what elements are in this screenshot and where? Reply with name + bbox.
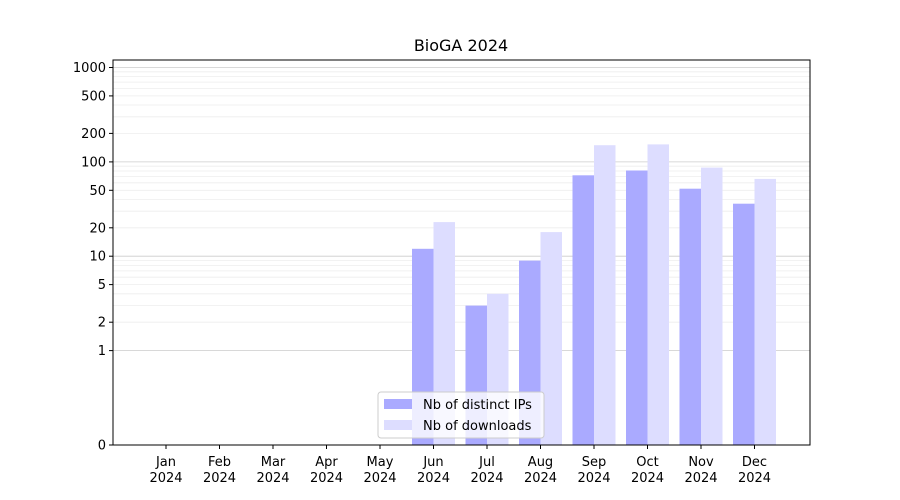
x-tick-label-month: Mar [261,455,286,470]
y-tick-label: 10 [89,250,106,265]
x-tick-label-month: Aug [528,455,553,470]
x-tick-label-month: Apr [315,455,338,470]
x-tick-label-year: 2024 [738,471,771,486]
x-tick-label-year: 2024 [203,471,236,486]
bar [679,188,701,445]
x-tick-label-month: Jul [478,455,495,470]
bar [754,178,776,445]
x-tick-label-year: 2024 [577,471,610,486]
y-tick-label: 2 [98,316,106,331]
bar [572,175,594,446]
x-tick-label-year: 2024 [631,471,664,486]
y-tick-label: 200 [81,127,106,142]
y-axis: 0 1 2 5 10 20 50 100 200 500 1000 [73,61,113,454]
y-tick-label: 20 [89,221,106,236]
x-tick-label-year: 2024 [256,471,289,486]
y-tick-label: 100 [81,155,106,170]
x-tick-label-month: Dec [742,455,767,470]
bar [594,145,616,445]
x-tick-label-year: 2024 [524,471,557,486]
y-tick-label: 0 [98,439,106,454]
bars [412,144,776,446]
x-tick-label-year: 2024 [417,471,450,486]
bar [433,222,455,445]
x-tick-label-year: 2024 [470,471,503,486]
x-tick-label-year: 2024 [310,471,343,486]
bar [647,144,669,445]
x-tick-label-month: Jan [155,455,176,470]
y-tick-label: 1000 [73,61,106,76]
legend-label: Nb of downloads [423,419,532,434]
plot-frame [112,59,811,446]
x-tick-label-year: 2024 [363,471,396,486]
legend-swatch [384,399,412,409]
y-tick-label: 5 [98,278,106,293]
bar [701,167,723,445]
x-tick-label-month: Sep [582,455,607,470]
y-tick-label: 50 [89,184,106,199]
x-tick-label-month: Feb [208,455,231,470]
x-axis: Jan2024Feb2024Mar2024Apr2024May2024Jun20… [149,445,771,486]
x-tick-label-month: Nov [688,455,714,470]
y-tick-label: 500 [81,89,106,104]
x-tick-label-month: May [367,455,394,470]
legend: Nb of distinct IPs Nb of downloads [377,391,545,439]
bar [540,232,562,445]
x-tick-label-month: Oct [636,455,658,470]
grid-lines [113,67,810,352]
x-tick-label-year: 2024 [684,471,717,486]
legend-swatch [384,420,412,430]
chart-title: BioGA 2024 [414,36,508,55]
y-tick-label: 1 [98,344,106,359]
x-tick-label-month: Jun [422,455,443,470]
x-tick-label-year: 2024 [149,471,182,486]
legend-box [377,391,545,439]
legend-label: Nb of distinct IPs [423,398,532,413]
bar [733,203,755,445]
bar [626,170,648,445]
